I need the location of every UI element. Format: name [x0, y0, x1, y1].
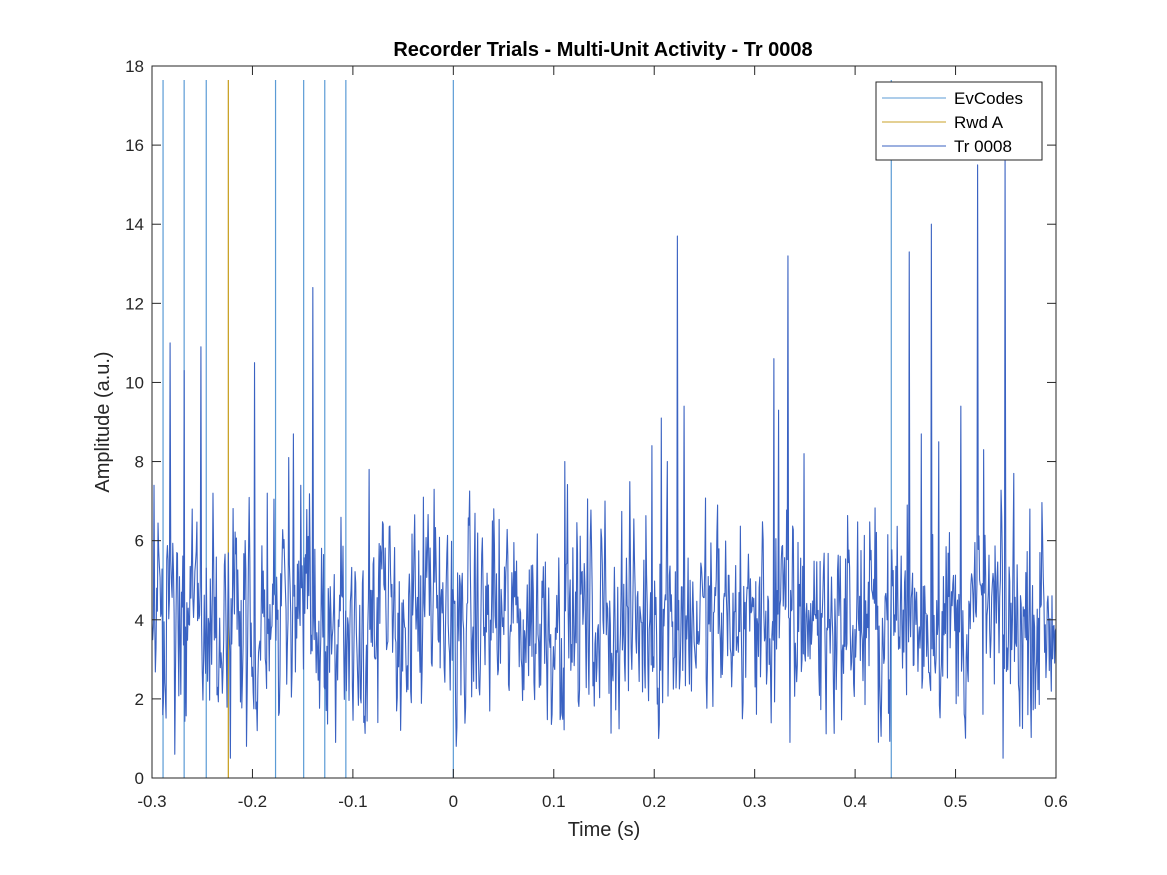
x-tick-label: 0.3: [743, 792, 767, 811]
legend-label-rwd-a: Rwd A: [954, 113, 1004, 132]
x-tick-label: -0.1: [338, 792, 367, 811]
series-layer: [152, 80, 1056, 778]
y-tick-label: 16: [125, 136, 144, 155]
plot-background: [152, 66, 1056, 778]
x-tick-label: -0.2: [238, 792, 267, 811]
y-tick-label: 14: [125, 215, 144, 234]
y-tick-label: 12: [125, 294, 144, 313]
legend-box: [875, 81, 1043, 161]
legend: EvCodes Rwd A Tr 0008: [875, 81, 1043, 161]
plot-area: -0.3 -0.2 -0.1 0 0.1 0.2 0.3 0.4 0.5 0.6 0 2 4 6 8 10 12…: [125, 57, 1068, 811]
y-tick-label: 18: [125, 57, 144, 76]
x-tick-label: 0: [449, 792, 458, 811]
x-tick-label: 0.6: [1044, 792, 1068, 811]
legend-label-tr-0008: Tr 0008: [954, 137, 1012, 156]
y-tick-label: 2: [135, 690, 144, 709]
y-axis-label: Amplitude (a.u.): [92, 351, 114, 492]
y-tick-label: 10: [125, 373, 144, 392]
y-tick-label: 8: [135, 453, 144, 472]
y-tick-label: 6: [135, 532, 144, 551]
y-tick-label: 4: [135, 611, 144, 630]
x-tick-label: 0.4: [843, 792, 867, 811]
x-tick-label: -0.3: [137, 792, 166, 811]
legend-label-evcodes: EvCodes: [954, 89, 1023, 108]
x-axis-label: Time (s): [568, 819, 641, 841]
x-tick-label: 0.1: [542, 792, 566, 811]
activity-trace: [152, 160, 1056, 759]
y-tick-label: 0: [135, 769, 144, 788]
ticks-layer: -0.3 -0.2 -0.1 0 0.1 0.2 0.3 0.4 0.5 0.6 0 2 4 6 8 10 12…: [125, 57, 1068, 811]
x-tick-label: 0.5: [944, 792, 968, 811]
x-tick-label: 0.2: [642, 792, 666, 811]
chart-title: Recorder Trials - Multi-Unit Activity - …: [393, 39, 812, 61]
axes-box: [151, 65, 1057, 779]
